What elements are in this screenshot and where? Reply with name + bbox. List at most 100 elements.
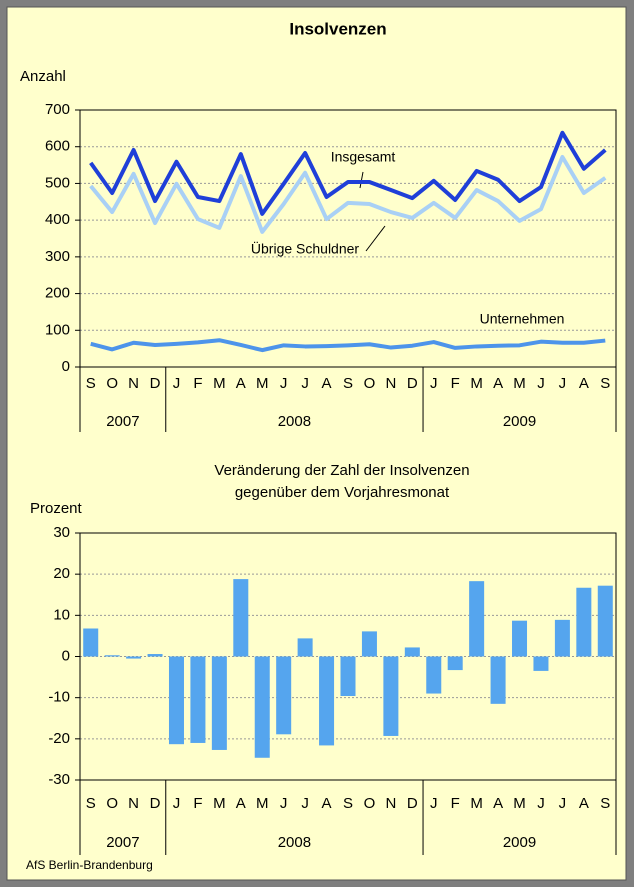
bar: [340, 656, 356, 697]
bar: [404, 647, 420, 657]
y-tick-label: -20: [48, 730, 70, 747]
x-tick-label: F: [193, 795, 202, 812]
x-tick-label: O: [364, 375, 376, 392]
x-tick-label: D: [407, 375, 418, 392]
x-tick-label: A: [236, 375, 246, 392]
x-tick-label: J: [301, 375, 309, 392]
y-tick-label: 100: [45, 321, 70, 338]
x-tick-label: A: [322, 795, 332, 812]
y-tick-label: 700: [45, 101, 70, 118]
bar: [297, 638, 313, 657]
x-tick-label: A: [493, 795, 503, 812]
series-line: [89, 130, 607, 216]
x-tick-label: M: [470, 375, 483, 392]
y-tick-label: 0: [62, 358, 70, 375]
year-label: 2009: [503, 413, 536, 430]
chart-title: Insolvenzen: [289, 19, 386, 38]
bar: [104, 655, 120, 657]
y-tick-label: 400: [45, 211, 70, 228]
year-label: 2007: [106, 834, 139, 851]
x-tick-label: N: [128, 795, 139, 812]
x-tick-label: J: [173, 795, 181, 812]
bar: [276, 656, 292, 735]
bar: [83, 628, 99, 657]
bar: [233, 579, 249, 657]
x-tick-label: N: [385, 375, 396, 392]
y-tick-label: 600: [45, 138, 70, 155]
x-tick-label: F: [193, 375, 202, 392]
bar: [383, 656, 399, 736]
x-tick-label: O: [106, 375, 118, 392]
bar: [447, 656, 463, 671]
x-tick-label: J: [301, 795, 309, 812]
x-tick-label: J: [173, 375, 181, 392]
x-tick-label: J: [430, 375, 438, 392]
x-tick-label: S: [86, 795, 96, 812]
bar: [168, 656, 184, 745]
bar: [361, 631, 377, 657]
bar: [554, 619, 570, 657]
bar: [597, 585, 613, 657]
x-tick-label: S: [343, 795, 353, 812]
bar: [147, 654, 163, 657]
bar: [576, 587, 592, 657]
bar: [126, 656, 142, 659]
chart-title: Veränderung der Zahl der Insolvenzen: [214, 462, 469, 479]
bar: [319, 656, 335, 746]
x-tick-label: A: [579, 375, 589, 392]
y-tick-label: -10: [48, 689, 70, 706]
bar: [254, 656, 270, 758]
panel: [6, 6, 627, 881]
y-axis-label: Prozent: [30, 500, 83, 517]
y-tick-label: 20: [53, 565, 70, 582]
series-line: [89, 154, 607, 234]
x-tick-label: F: [451, 375, 460, 392]
y-tick-label: 500: [45, 174, 70, 191]
plot-frame: [79, 532, 617, 781]
bar: [426, 656, 442, 694]
y-tick-label: 200: [45, 285, 70, 302]
x-tick-label: S: [343, 375, 353, 392]
x-tick-label: J: [280, 375, 288, 392]
x-tick-label: N: [128, 375, 139, 392]
x-tick-label: J: [559, 795, 567, 812]
x-tick-label: S: [600, 375, 610, 392]
footer: AfS Berlin-Brandenburg: [26, 858, 153, 872]
y-axis-label: Anzahl: [20, 68, 66, 85]
bar: [469, 581, 485, 657]
x-tick-label: J: [430, 795, 438, 812]
plot-frame: [79, 109, 617, 368]
series-label: Insgesamt: [331, 149, 396, 165]
x-tick-label: M: [256, 375, 269, 392]
annotation-pointer: [365, 225, 386, 252]
bar: [211, 656, 227, 750]
x-tick-label: D: [150, 375, 161, 392]
chart-title: gegenüber dem Vorjahresmonat: [235, 484, 450, 501]
x-tick-label: D: [150, 795, 161, 812]
x-tick-label: M: [256, 795, 269, 812]
bar: [512, 620, 528, 657]
year-label: 2009: [503, 834, 536, 851]
y-tick-label: 10: [53, 606, 70, 623]
bar: [490, 656, 506, 704]
year-label: 2007: [106, 413, 139, 430]
x-tick-label: M: [513, 375, 526, 392]
x-tick-label: A: [236, 795, 246, 812]
x-tick-label: A: [579, 795, 589, 812]
x-tick-label: J: [559, 375, 567, 392]
y-tick-label: 0: [62, 647, 70, 664]
y-tick-label: -30: [48, 771, 70, 788]
x-tick-label: D: [407, 795, 418, 812]
bar: [533, 656, 549, 671]
series-label: Übrige Schuldner: [251, 240, 360, 257]
x-tick-label: A: [322, 375, 332, 392]
year-label: 2008: [278, 834, 311, 851]
x-tick-label: S: [600, 795, 610, 812]
x-tick-label: F: [451, 795, 460, 812]
series-label: Unternehmen: [480, 311, 565, 327]
x-tick-label: J: [537, 375, 545, 392]
x-tick-label: N: [385, 795, 396, 812]
x-tick-label: J: [537, 795, 545, 812]
x-tick-label: M: [213, 795, 226, 812]
